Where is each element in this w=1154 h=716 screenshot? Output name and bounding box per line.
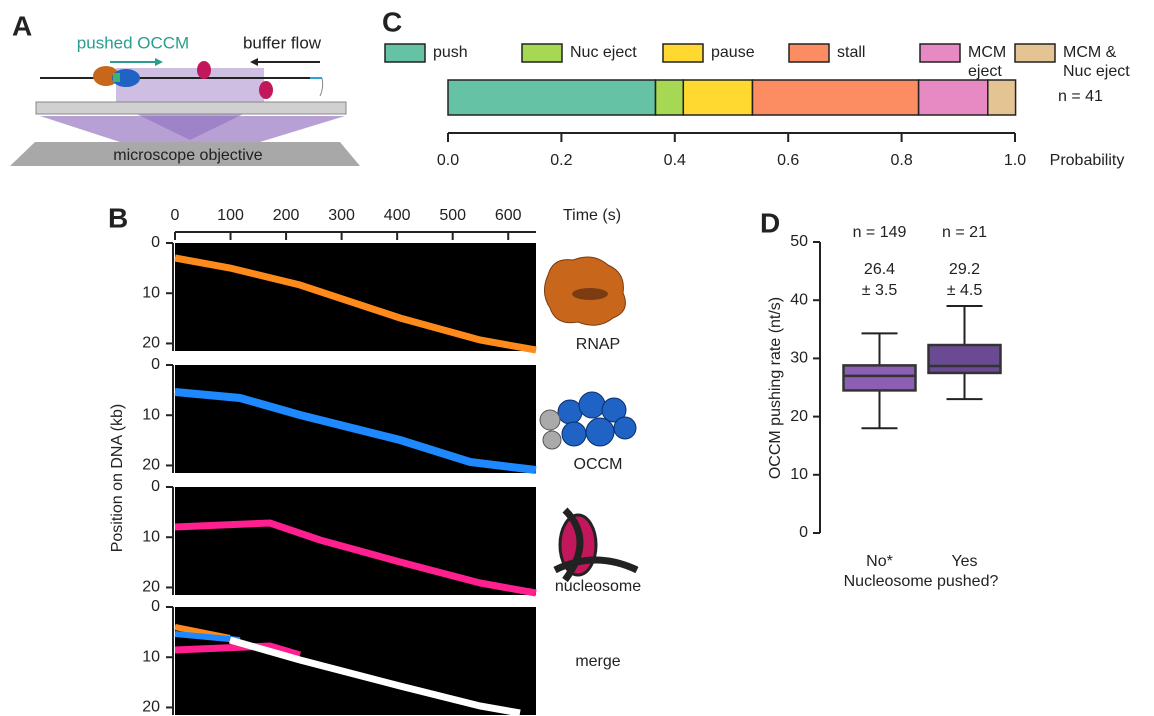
stat-label: 26.4 [864,261,895,278]
y-axis-label: OCCM pushing rate (nt/s) [767,297,784,479]
y-tick-label: 0 [799,524,808,541]
y-tick-label: 0 [151,478,160,495]
panel-letter: A [12,10,32,41]
legend-swatch [1015,44,1055,62]
box [844,365,916,390]
panel-letter: C [382,6,402,37]
pushed-label: pushed OCCM [77,33,189,52]
flow-label: buffer flow [243,33,322,52]
y-tick-label: 20 [142,335,160,352]
legend-label: push [433,43,520,87]
legend-text: MCM & Nuc eject [1063,43,1145,81]
channel-label: OCCM [574,456,623,473]
n-label: n = 21 [942,224,987,241]
figure: A pushed OCCM buffer flow microscope obj… [0,0,1154,716]
y-tick-label: 10 [790,466,808,483]
x-tick-label: 400 [384,207,411,224]
legend-swatch [522,44,562,62]
bar-segment [988,80,1016,115]
x-axis-label: Time (s) [563,207,621,224]
y-tick-label: 0 [151,234,160,251]
y-tick-label: 10 [142,284,160,301]
x-tick-label: 600 [495,207,522,224]
y-tick-label: 20 [142,699,160,716]
y-tick-label: 10 [142,648,160,665]
legend-text: Nuc eject [570,43,661,62]
x-tick-label: 1.0 [1004,152,1026,169]
legend-text: MCM eject [968,43,1013,81]
y-tick-label: 10 [142,528,160,545]
stat-label: ± 4.5 [947,282,983,299]
annotation: n = 41 [1058,88,1103,105]
y-tick-label: 10 [142,406,160,423]
y-tick-label: 40 [790,291,808,308]
y-tick-label: 20 [790,408,808,425]
x-axis-label: Probability [1050,152,1125,169]
y-tick-label: 50 [790,233,808,250]
x-tick-label: 0.6 [777,152,799,169]
channel-label: nucleosome [555,578,641,595]
x-tick-label: 0.0 [437,152,459,169]
channel-label: merge [575,653,620,670]
y-tick-label: 0 [151,598,160,615]
n-label: n = 149 [853,224,907,241]
legend-label: Nuc eject [570,43,661,87]
x-tick-label: 500 [439,207,466,224]
box [929,345,1001,373]
x-tick-label: Yes [951,553,977,570]
legend-text: push [433,43,520,62]
y-tick-label: 20 [142,457,160,474]
x-tick-label: 0 [171,207,180,224]
y-tick-label: 20 [142,579,160,596]
x-tick-label: 300 [328,207,355,224]
legend-label: stall [837,43,918,87]
x-axis-label: Nucleosome pushed? [844,573,999,590]
stat-label: 29.2 [949,261,980,278]
x-tick-label: 0.2 [550,152,572,169]
legend-text: stall [837,43,918,62]
panel-letter: B [108,202,128,233]
objective-label: microscope objective [113,147,263,164]
x-tick-label: 0.4 [664,152,686,169]
channel-label: RNAP [576,336,620,353]
x-tick-label: 0.8 [890,152,912,169]
y-tick-label: 0 [151,356,160,373]
legend-swatch [663,44,703,62]
legend-label: MCM & Nuc eject [1063,43,1145,87]
y-tick-label: 30 [790,350,808,367]
legend-swatch [789,44,829,62]
y-axis-label: Position on DNA (kb) [109,404,126,553]
stat-label: ± 3.5 [862,282,898,299]
legend-swatch [920,44,960,62]
legend-text: pause [711,43,787,62]
kymographs [175,243,536,715]
panel-letter: D [760,207,780,238]
icons [540,257,637,580]
legend-swatch [385,44,425,62]
x-tick-label: 200 [273,207,300,224]
x-tick-label: 100 [217,207,244,224]
x-tick-label: No* [866,553,893,570]
